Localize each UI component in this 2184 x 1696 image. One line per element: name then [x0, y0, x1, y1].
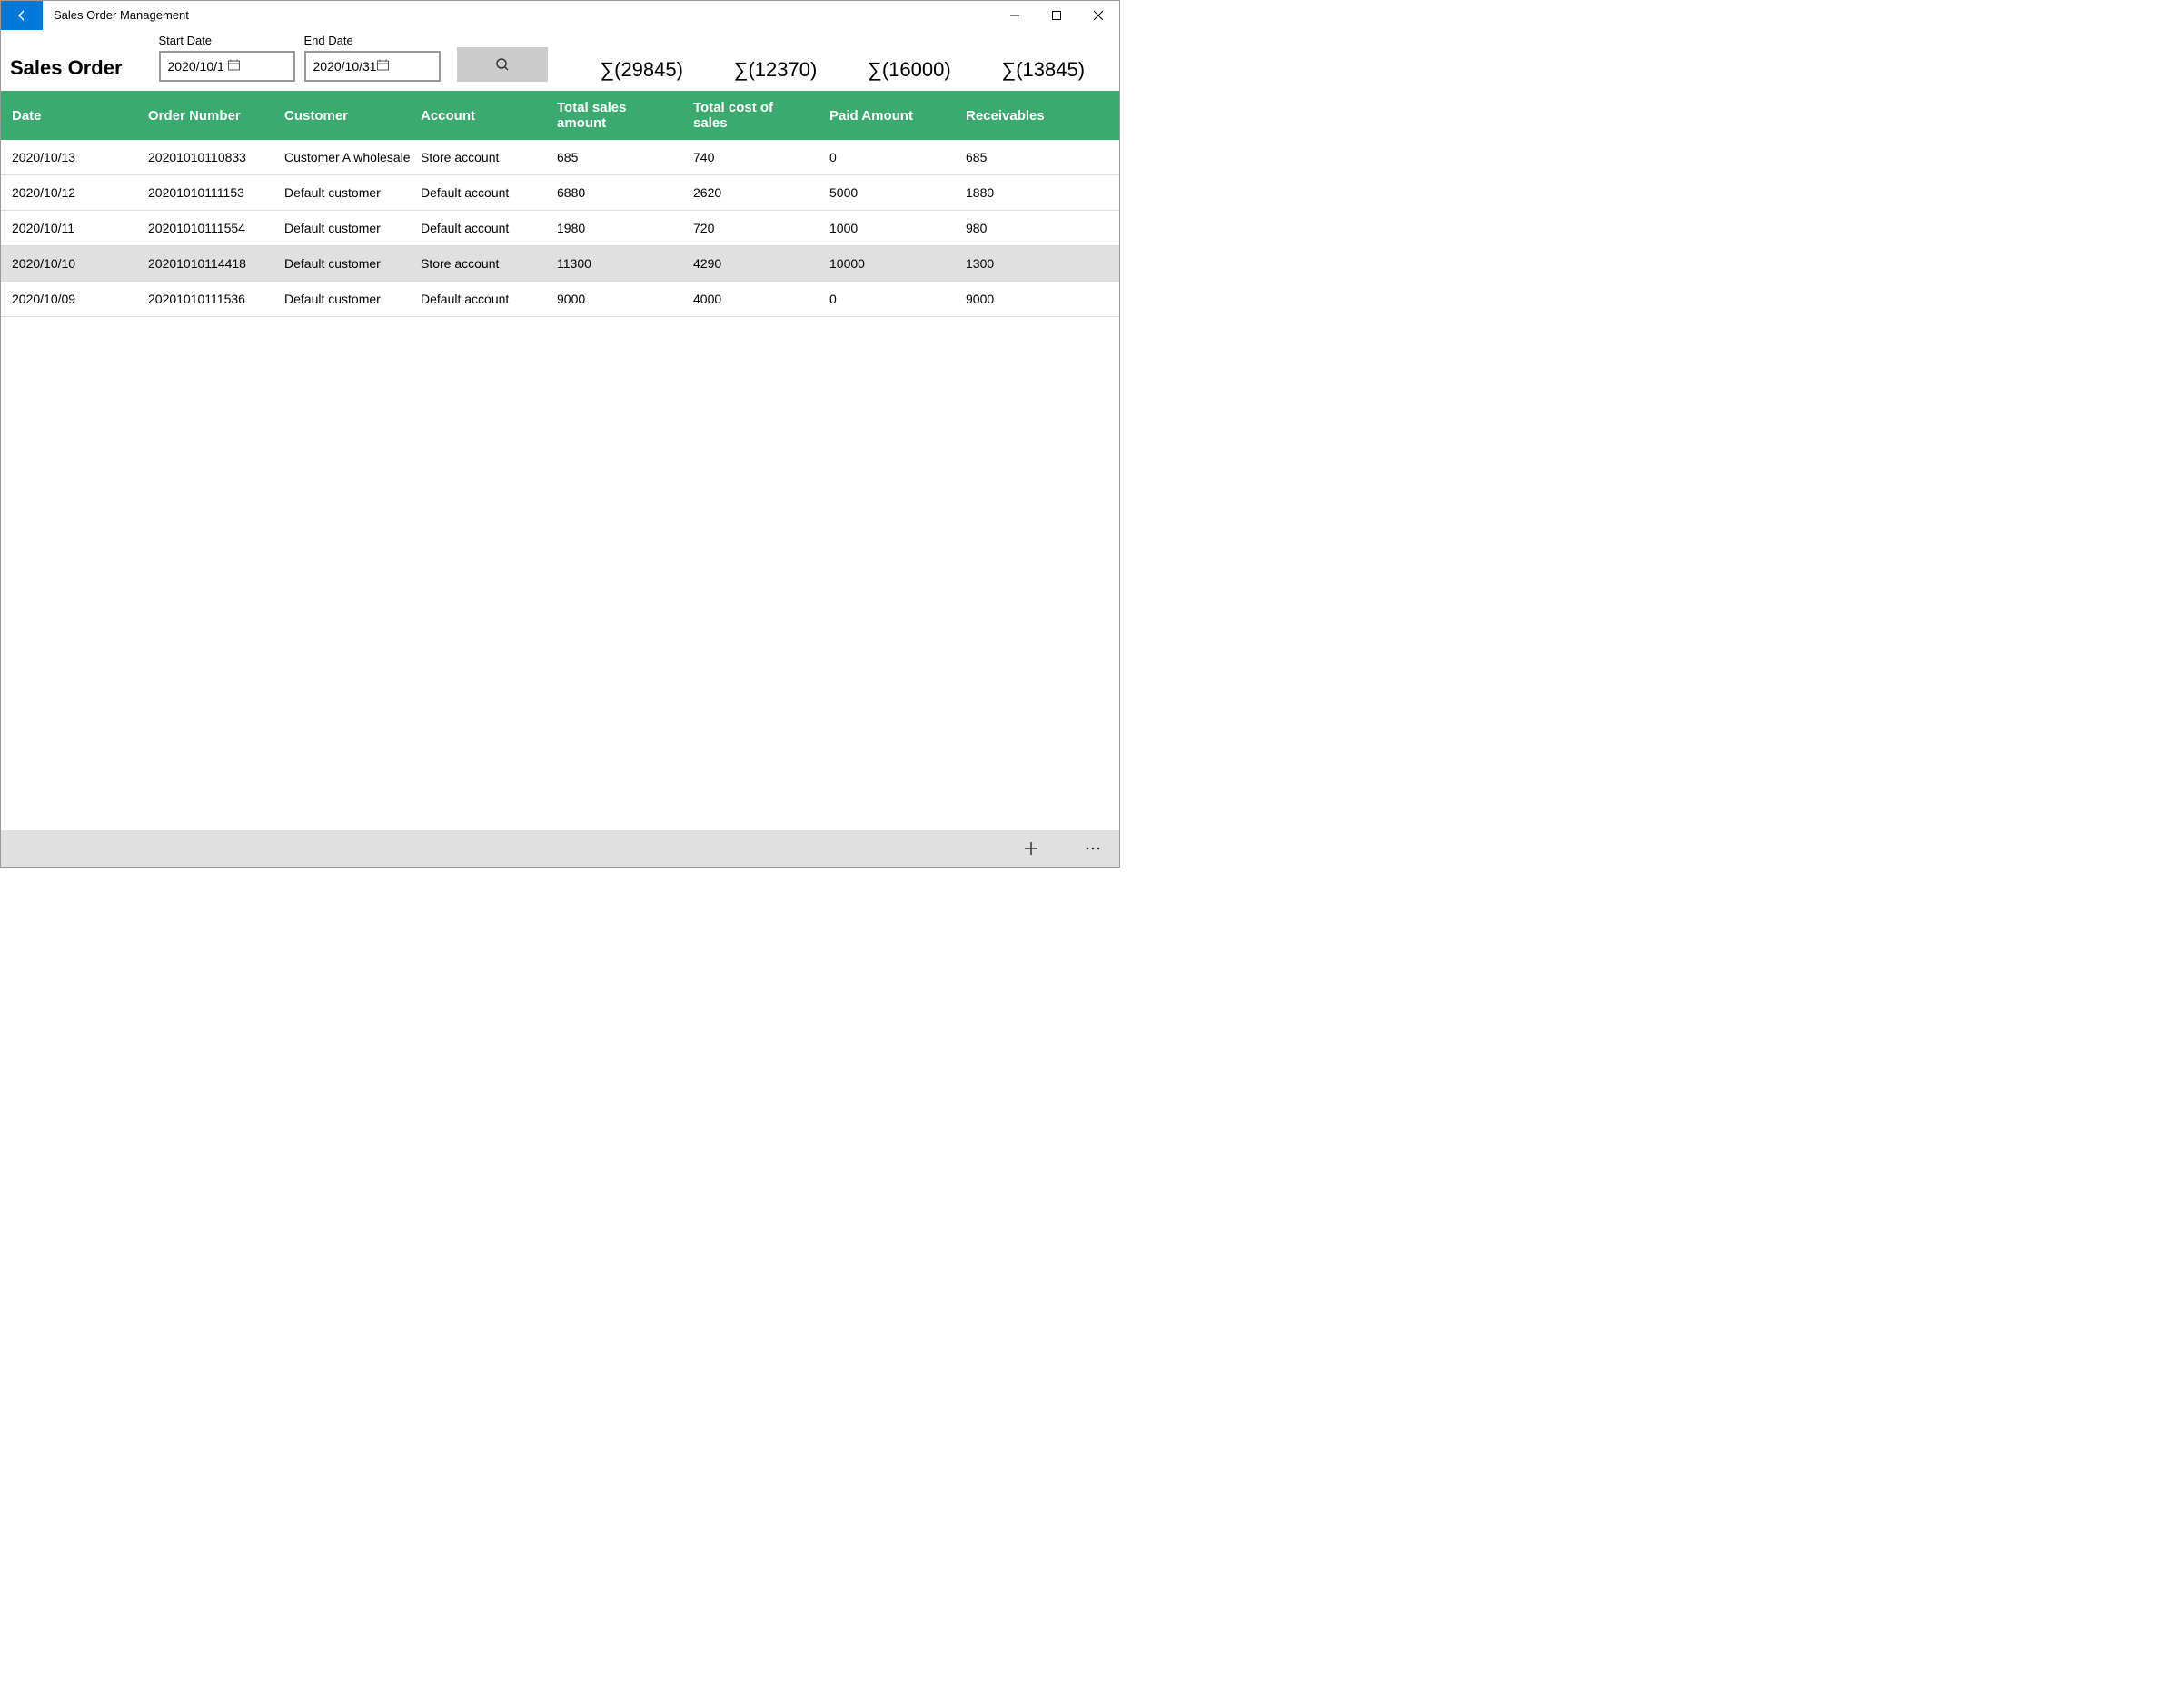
cell-account: Default account: [410, 211, 546, 246]
header-total-cost[interactable]: Total cost of sales: [682, 91, 819, 140]
table-header: Date Order Number Customer Account Total…: [1, 91, 1119, 140]
table-row[interactable]: 2020/10/1020201010114418Default customer…: [1, 246, 1119, 282]
cell-receivables: 9000: [955, 282, 1119, 317]
cell-total-sales: 685: [546, 140, 682, 175]
cell-customer: Default customer: [273, 175, 410, 211]
more-button[interactable]: [1085, 846, 1101, 851]
cell-customer: Customer A wholesale p: [273, 140, 410, 175]
window-title: Sales Order Management: [54, 8, 994, 22]
cell-total-sales: 9000: [546, 282, 682, 317]
page-title: Sales Order: [10, 56, 123, 80]
close-icon: [1094, 11, 1103, 20]
calendar-icon[interactable]: [377, 59, 433, 74]
totals-row: ∑(29845) ∑(12370) ∑(16000) ∑(13845): [575, 58, 1110, 82]
header-order-number[interactable]: Order Number: [137, 91, 273, 140]
end-date-value: 2020/10/31: [313, 59, 377, 74]
table-row[interactable]: 2020/10/1120201010111554Default customer…: [1, 211, 1119, 246]
cell-customer: Default customer: [273, 211, 410, 246]
receivables-sum: ∑(13845): [1002, 58, 1086, 82]
table-body: 2020/10/1320201010110833Customer A whole…: [1, 140, 1119, 317]
cell-account: Default account: [410, 282, 546, 317]
header-account[interactable]: Account: [410, 91, 546, 140]
header-date[interactable]: Date: [1, 91, 137, 140]
cell-date: 2020/10/13: [1, 140, 137, 175]
cell-paid: 10000: [819, 246, 955, 282]
end-date-label: End Date: [304, 34, 441, 47]
table-row[interactable]: 2020/10/0920201010111536Default customer…: [1, 282, 1119, 317]
cell-total-cost: 4000: [682, 282, 819, 317]
titlebar: Sales Order Management: [1, 1, 1119, 30]
cell-total-sales: 11300: [546, 246, 682, 282]
cell-total-cost: 2620: [682, 175, 819, 211]
cell-order-number: 20201010111554: [137, 211, 273, 246]
cell-order-number: 20201010110833: [137, 140, 273, 175]
cell-paid: 5000: [819, 175, 955, 211]
bottombar: [1, 830, 1119, 867]
search-icon: [495, 57, 510, 72]
cell-paid: 0: [819, 282, 955, 317]
cell-order-number: 20201010111153: [137, 175, 273, 211]
start-date-value: 2020/10/1: [168, 59, 228, 74]
end-date-field: End Date 2020/10/31: [304, 34, 441, 82]
cell-receivables: 685: [955, 140, 1119, 175]
cell-total-sales: 6880: [546, 175, 682, 211]
add-button[interactable]: [1023, 840, 1039, 857]
cell-paid: 0: [819, 140, 955, 175]
maximize-button[interactable]: [1036, 1, 1077, 30]
cell-total-sales: 1980: [546, 211, 682, 246]
header-customer[interactable]: Customer: [273, 91, 410, 140]
header-receivables[interactable]: Receivables: [955, 91, 1119, 140]
cell-account: Store account: [410, 246, 546, 282]
cell-order-number: 20201010111536: [137, 282, 273, 317]
minimize-icon: [1010, 11, 1019, 20]
cell-total-cost: 4290: [682, 246, 819, 282]
cell-receivables: 1300: [955, 246, 1119, 282]
window-controls: [994, 1, 1119, 30]
paid-amount-sum: ∑(16000): [868, 58, 951, 82]
cell-total-cost: 740: [682, 140, 819, 175]
cell-total-cost: 720: [682, 211, 819, 246]
total-sales-sum: ∑(29845): [600, 58, 683, 82]
cell-account: Default account: [410, 175, 546, 211]
cell-customer: Default customer: [273, 282, 410, 317]
toolbar: Sales Order Start Date 2020/10/1 End Dat…: [1, 30, 1119, 91]
more-icon: [1085, 846, 1101, 851]
cell-receivables: 1880: [955, 175, 1119, 211]
plus-icon: [1023, 840, 1039, 857]
content-spacer: [1, 317, 1119, 830]
end-date-input[interactable]: 2020/10/31: [304, 51, 441, 82]
minimize-button[interactable]: [994, 1, 1036, 30]
arrow-left-icon: [15, 8, 29, 23]
start-date-input[interactable]: 2020/10/1: [159, 51, 295, 82]
cell-paid: 1000: [819, 211, 955, 246]
header-total-sales[interactable]: Total sales amount: [546, 91, 682, 140]
total-cost-sum: ∑(12370): [734, 58, 818, 82]
orders-table: Date Order Number Customer Account Total…: [1, 91, 1119, 317]
table-row[interactable]: 2020/10/1220201010111153Default customer…: [1, 175, 1119, 211]
maximize-icon: [1052, 11, 1061, 20]
cell-receivables: 980: [955, 211, 1119, 246]
header-paid[interactable]: Paid Amount: [819, 91, 955, 140]
close-button[interactable]: [1077, 1, 1119, 30]
cell-customer: Default customer: [273, 246, 410, 282]
search-button[interactable]: [457, 47, 548, 82]
start-date-field: Start Date 2020/10/1: [159, 34, 295, 82]
cell-order-number: 20201010114418: [137, 246, 273, 282]
start-date-label: Start Date: [159, 34, 295, 47]
cell-date: 2020/10/11: [1, 211, 137, 246]
cell-account: Store account: [410, 140, 546, 175]
cell-date: 2020/10/09: [1, 282, 137, 317]
calendar-icon[interactable]: [228, 59, 288, 74]
back-button[interactable]: [1, 1, 43, 30]
cell-date: 2020/10/12: [1, 175, 137, 211]
table-row[interactable]: 2020/10/1320201010110833Customer A whole…: [1, 140, 1119, 175]
cell-date: 2020/10/10: [1, 246, 137, 282]
